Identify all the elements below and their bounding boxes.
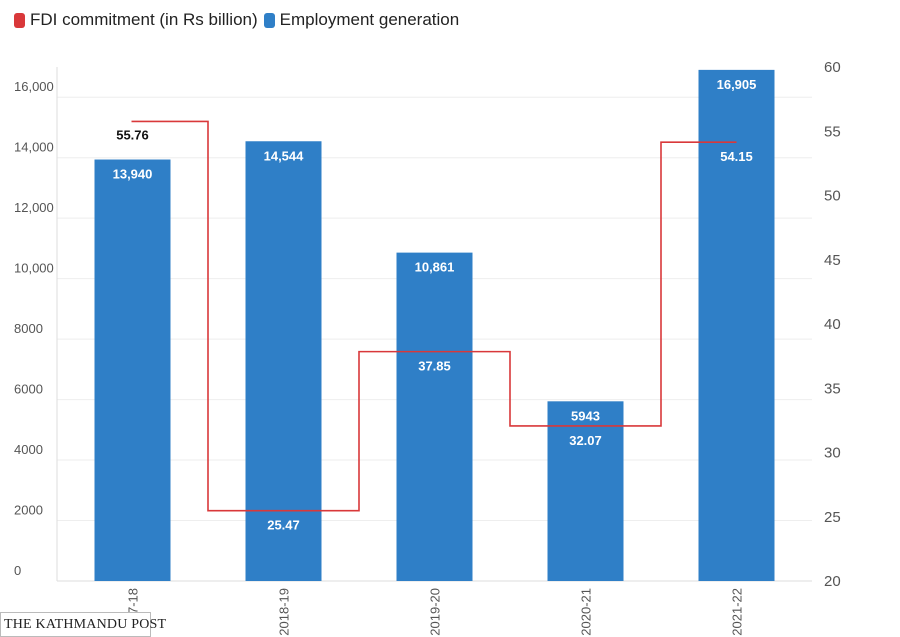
y-left-tick-label: 10,000	[14, 261, 54, 276]
y-left-tick-label: 4000	[14, 442, 43, 457]
fdi-step-line	[131, 120, 737, 512]
x-tick-label: 2020-21	[579, 588, 594, 636]
y-right-tick-label: 35	[824, 380, 841, 397]
bar-value-label: 10,861	[415, 260, 455, 275]
bar-2019-20	[396, 252, 473, 581]
bar-value-label: 14,544	[264, 148, 305, 163]
y-left-tick-label: 6000	[14, 382, 43, 397]
y-left-tick-label: 8000	[14, 321, 43, 336]
bar-2018-19	[245, 141, 322, 582]
legend-label-employment: Employment generation	[279, 10, 460, 29]
data-labels: 13,940 14,544 10,861 5943 16,905 55.76 25.47 37…	[113, 77, 757, 533]
line-value-label: 55.76	[116, 127, 149, 142]
y-right-tick-label: 55	[824, 123, 841, 140]
y-left-tick-label: 0	[14, 563, 21, 578]
y-axis-right: 20 25 30 35 40 45 50 55 60	[824, 59, 841, 590]
y-right-tick-label: 25	[824, 509, 841, 526]
bar-value-label: 5943	[571, 408, 600, 423]
x-tick-label: 2018-19	[277, 588, 292, 636]
y-right-tick-label: 30	[824, 445, 841, 462]
legend-swatch-fdi	[14, 12, 25, 28]
bar-2020-21	[547, 401, 624, 581]
chart-legend: FDI commitment (in Rs billion) Employmen…	[14, 10, 465, 30]
line-series	[131, 120, 737, 512]
y-right-tick-label: 40	[824, 316, 841, 333]
y-right-tick-label: 20	[824, 573, 841, 590]
bar-value-label: 13,940	[113, 167, 153, 182]
y-left-tick-label: 16,000	[14, 79, 54, 94]
y-axis-left: 0 2000 4000 6000 8000 10,000 12,000 14,000 16,00…	[14, 79, 54, 578]
line-value-label: 25.47	[267, 518, 300, 533]
line-value-label: 54.15	[720, 149, 753, 164]
bar-series	[94, 69, 775, 582]
y-right-tick-label: 50	[824, 188, 841, 205]
legend-item-employment[interactable]: Employment generation	[263, 10, 460, 30]
line-value-label: 37.85	[418, 359, 451, 374]
bar-2017-18	[94, 159, 171, 581]
x-tick-label: 2019-20	[428, 588, 443, 636]
bar-value-label: 16,905	[717, 77, 757, 92]
legend-swatch-employment	[263, 12, 275, 28]
y-right-tick-label: 60	[824, 59, 841, 76]
y-left-tick-label: 12,000	[14, 200, 54, 215]
y-left-tick-label: 14,000	[14, 140, 54, 155]
line-value-label: 32.07	[569, 433, 602, 448]
y-right-tick-label: 45	[824, 252, 841, 269]
x-tick-label: 2021-22	[730, 588, 745, 636]
legend-label-fdi: FDI commitment (in Rs billion)	[30, 10, 258, 29]
bar-2021-22	[698, 69, 775, 582]
y-left-tick-label: 2000	[14, 503, 43, 518]
legend-item-fdi[interactable]: FDI commitment (in Rs billion)	[14, 10, 258, 30]
publisher-logo: THE KATHMANDU POST	[0, 612, 166, 637]
